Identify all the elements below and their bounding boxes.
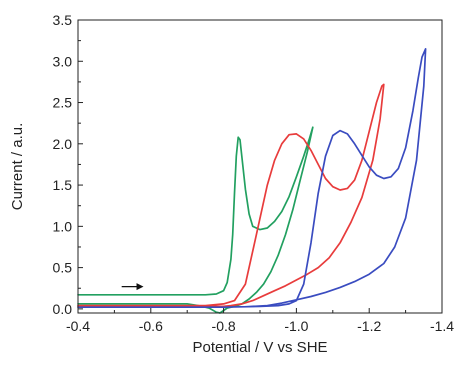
- y-tick-label: 0.0: [53, 301, 73, 317]
- arrow-icon: [121, 283, 144, 291]
- y-tick-label: 0.5: [53, 260, 73, 276]
- series-line-3: [77, 48, 427, 309]
- x-tick-label: -1.4: [430, 318, 454, 334]
- x-axis-title: Potential / V vs SHE: [192, 339, 327, 356]
- y-axis: 0.0 0.5 1.0 1.5 2.0 2.5 3.0 3.5: [53, 12, 83, 317]
- x-tick-label: -0.8: [212, 318, 236, 334]
- plot-lines: [77, 48, 427, 314]
- annotations: [121, 283, 144, 291]
- x-axis: -0.4 -0.6 -0.8 -1.0 -1.2 -1.4: [66, 308, 454, 334]
- y-tick-label: 3.0: [53, 53, 73, 69]
- x-tick-label: -0.6: [139, 318, 163, 334]
- y-tick-label: 2.5: [53, 95, 73, 111]
- series-line-2: [77, 83, 385, 308]
- y-tick-label: 3.5: [53, 12, 73, 28]
- x-tick-label: -0.4: [66, 318, 90, 334]
- y-tick-label: 2.0: [53, 136, 73, 152]
- y-tick-label: 1.0: [53, 218, 73, 234]
- x-tick-label: -1.0: [284, 318, 308, 334]
- y-axis-title: Current / a.u.: [9, 123, 26, 211]
- x-tick-label: -1.2: [357, 318, 381, 334]
- y-tick-label: 1.5: [53, 177, 73, 193]
- plot-frame: [77, 19, 443, 314]
